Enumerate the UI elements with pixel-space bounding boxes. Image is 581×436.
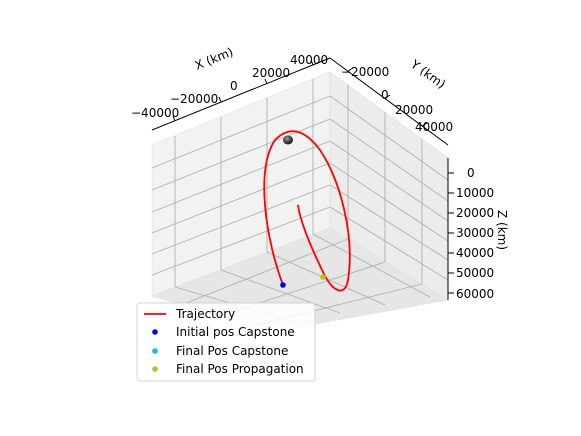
z-tick-label: 10000 [456,186,494,200]
y-tick-label: 20000 [395,103,433,117]
legend-swatch-final-pos-propagation [152,366,158,372]
z-tick-label: 40000 [456,246,494,260]
z-tick-label: 50000 [456,266,494,280]
y-tick-label: −20000 [341,65,389,79]
x-axis-label: X (km) [193,45,235,73]
x-axis-line [151,57,331,131]
legend-label-initial-pos: Initial pos Capstone [176,325,295,339]
legend: Trajectory Initial pos Capstone Final Po… [136,302,316,382]
z-tick-label: 60000 [456,287,494,301]
legend-swatch-initial-pos [152,329,158,335]
moon-sphere-icon [283,135,293,145]
z-tick-label: 30000 [456,226,494,240]
initial-pos-capstone-marker [280,282,286,288]
legend-label-final-pos-propagation: Final Pos Propagation [176,362,304,376]
x-tick-label: 0 [230,79,238,93]
y-tick-labels: −20000 0 20000 40000 [341,65,453,134]
z-tick-label: 20000 [456,206,494,220]
z-axis-label: Z (km) [495,210,509,250]
final-pos-propagation-marker [320,274,326,280]
z-tick-labels: 0 10000 20000 30000 40000 50000 60000 [456,166,494,301]
tick-marks [172,59,454,294]
axis-lines [151,57,449,300]
legend-box [136,302,316,382]
x-tick-label: 40000 [290,53,328,67]
legend-label-final-pos-capstone: Final Pos Capstone [176,344,288,358]
x-tick-labels: −40000 −20000 0 20000 40000 [131,53,328,120]
x-tick-label: 20000 [252,66,290,80]
legend-swatch-final-pos-capstone [152,348,158,354]
y-tick-label: 0 [381,88,389,102]
y-axis-line [329,57,449,146]
legend-label-trajectory: Trajectory [175,307,235,321]
grid [151,79,449,329]
trajectory-line [263,130,351,292]
x-tick-label: −20000 [170,92,218,106]
y-tick-label: 40000 [415,120,453,134]
z-tick-label: 0 [467,166,475,180]
y-axis-label: Y (km) [407,57,448,92]
x-tick-label: −40000 [131,106,179,120]
